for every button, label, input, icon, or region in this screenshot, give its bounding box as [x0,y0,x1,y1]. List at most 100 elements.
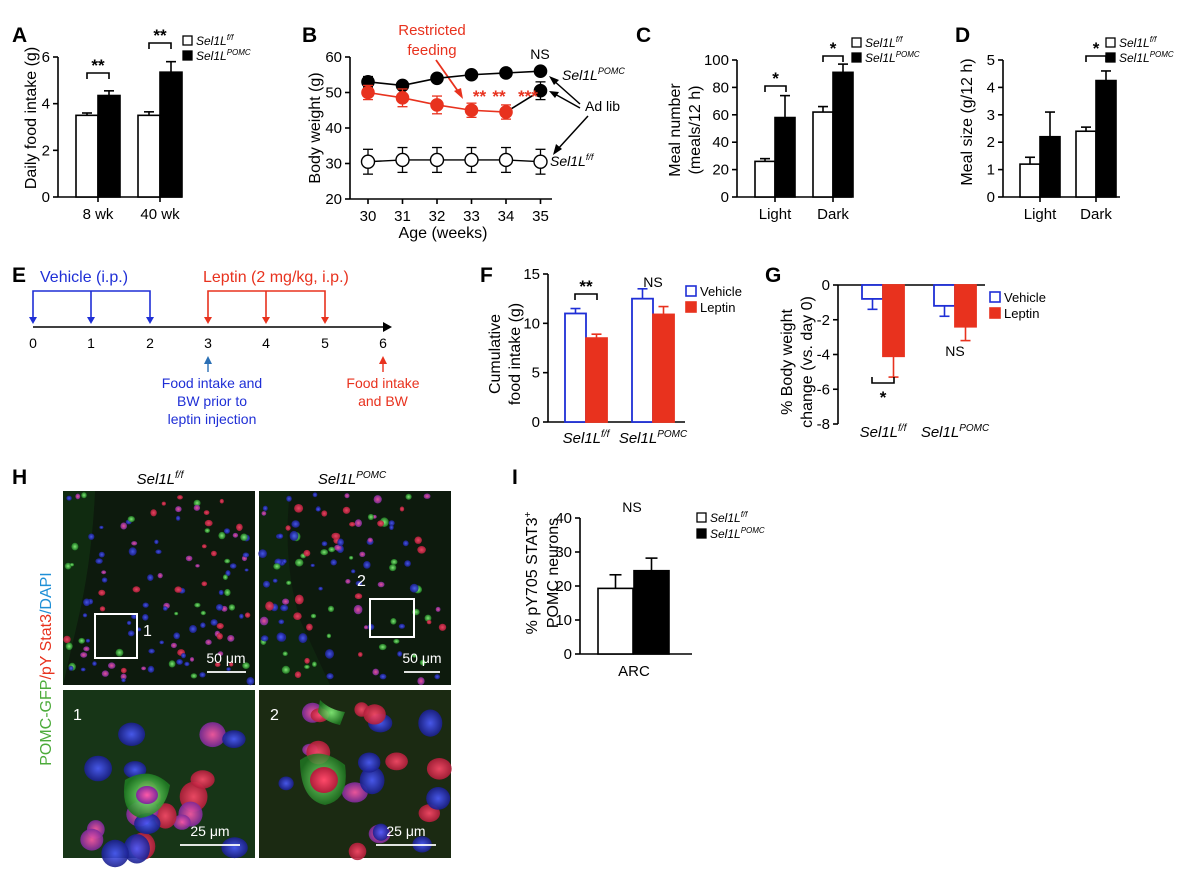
cell-dot [342,782,368,803]
chart-i-y-tick-label: 0 [564,646,572,663]
chart-b-point [360,154,376,169]
chart-b-point [533,83,548,98]
chart-d-y-tick-label: 5 [987,52,995,69]
chart-d-bar [1075,130,1097,198]
ad-lib-arrow-top [552,79,581,105]
blue-note-line: leptin injection [168,411,257,427]
cell-dot [200,610,206,616]
cell-dot [170,642,177,649]
chart-d-bar [1019,163,1041,198]
cell-dot [242,662,250,669]
cell-dot [259,616,269,626]
panel-e: E Vehicle (i.p.) Leptin (2 mg/kg, i.p.) … [12,264,420,427]
cell-dot [426,758,452,780]
cell-dot [435,606,441,612]
cell-dot [351,569,356,574]
day-label: 6 [379,335,387,351]
legend-label-leptin: Leptin [700,300,735,315]
chart-c-y-tick-label: 80 [712,79,729,96]
timeline-arrowhead [383,322,392,332]
chart-g-y-tick-label: 0 [822,277,830,294]
cell-dot [128,547,137,556]
chart-i-y-tick-label: 10 [555,612,572,629]
cell-dot [349,522,356,527]
cell-dot [148,648,155,654]
chart-c-x-tick-label: Dark [817,206,849,223]
cell-dot [388,520,395,526]
cell-dot [157,572,163,579]
legend-swatch-ff [1105,37,1116,48]
cell-dot [417,677,425,686]
vehicle-bracket [32,290,151,320]
chart-i-x-tick-label: ARC [618,663,650,680]
ns-label-b: NS [530,46,549,62]
y-axis-label-g: % Body weight [779,309,796,415]
legend-label-ff: Sel1Lf/f [1119,35,1157,50]
cell-dot [262,505,268,511]
scale-bar-label: 25 μm [190,823,229,839]
cell-dot [224,588,231,597]
cell-dot [434,674,441,680]
chart-a-bar [159,71,183,198]
red-note-arrowhead [379,356,387,364]
chart-d-bar [1095,79,1117,198]
cell-dot [326,633,332,639]
chart-f-significance-label: ** [579,277,593,296]
legend-swatch-pomc [1105,52,1116,63]
cell-dot [131,541,138,546]
cell-dot [154,539,159,545]
cell-dot [294,594,304,605]
legend-c: Sel1Lf/f Sel1LPOMC [851,35,920,65]
cell-dot [310,613,317,619]
restricted-feeding-label: Restricted [398,22,466,39]
cell-dot [372,668,380,676]
legend-swatch-vehicle [989,291,1001,303]
cell-dot [205,639,212,645]
cell-dot [306,623,313,631]
cell-dot [66,495,72,501]
cell-dot [318,586,323,591]
series-label-pomc: Sel1LPOMC [562,66,625,83]
cell-dot [418,709,443,737]
chart-b-y-tick-label: 60 [325,49,342,66]
cell-dot [120,667,127,674]
x-axis-label-b: Age (weeks) [399,225,488,242]
legend-label-pomc: Sel1LPOMC [710,526,765,541]
chart-a-x-tick-label: 40 wk [140,206,180,223]
chart-g-significance-label: * [880,388,887,407]
scale-bar-label: 50 μm [402,650,441,666]
cell-dot [398,623,405,629]
chart-f-y-tick-label: 0 [532,414,540,431]
cell-dot [417,546,426,554]
cell-dot [175,506,182,513]
cell-dot [229,662,234,667]
cell-dot [184,661,190,667]
chart-c-x-tick-label: Light [759,206,792,223]
cell-dot [282,559,287,564]
cell-dot [321,510,328,517]
chart-d-y-tick-label: 3 [987,107,995,124]
cell-dot [232,532,239,538]
chart-c-significance-bracket [764,85,787,92]
cell-dot [389,524,394,531]
cell-dot [215,604,224,611]
cell-dot [159,640,164,645]
chart-a-y-tick-label: 4 [42,96,50,113]
ad-lib-label: Ad lib [585,98,620,114]
cell-dot [402,540,409,547]
cell-dot [214,662,221,667]
cell-dot [69,563,74,567]
vehicle-label: Vehicle (i.p.) [40,269,128,286]
chart-d-significance-bracket [1085,55,1107,62]
legend-g: Vehicle Leptin [989,290,1046,321]
cell-dot [263,580,270,588]
cell-dot [222,574,228,580]
chart-c-y-tick-label: 60 [712,107,729,124]
panel-b: B Body weight (g) Age (weeks) Restricted… [302,22,625,242]
cell-dot [244,568,249,572]
cell-dot [423,493,431,499]
chart-g-bar [882,284,905,358]
day-label: 4 [262,335,270,351]
legend-f: Vehicle Leptin [685,284,742,315]
cell-dot [81,492,87,499]
